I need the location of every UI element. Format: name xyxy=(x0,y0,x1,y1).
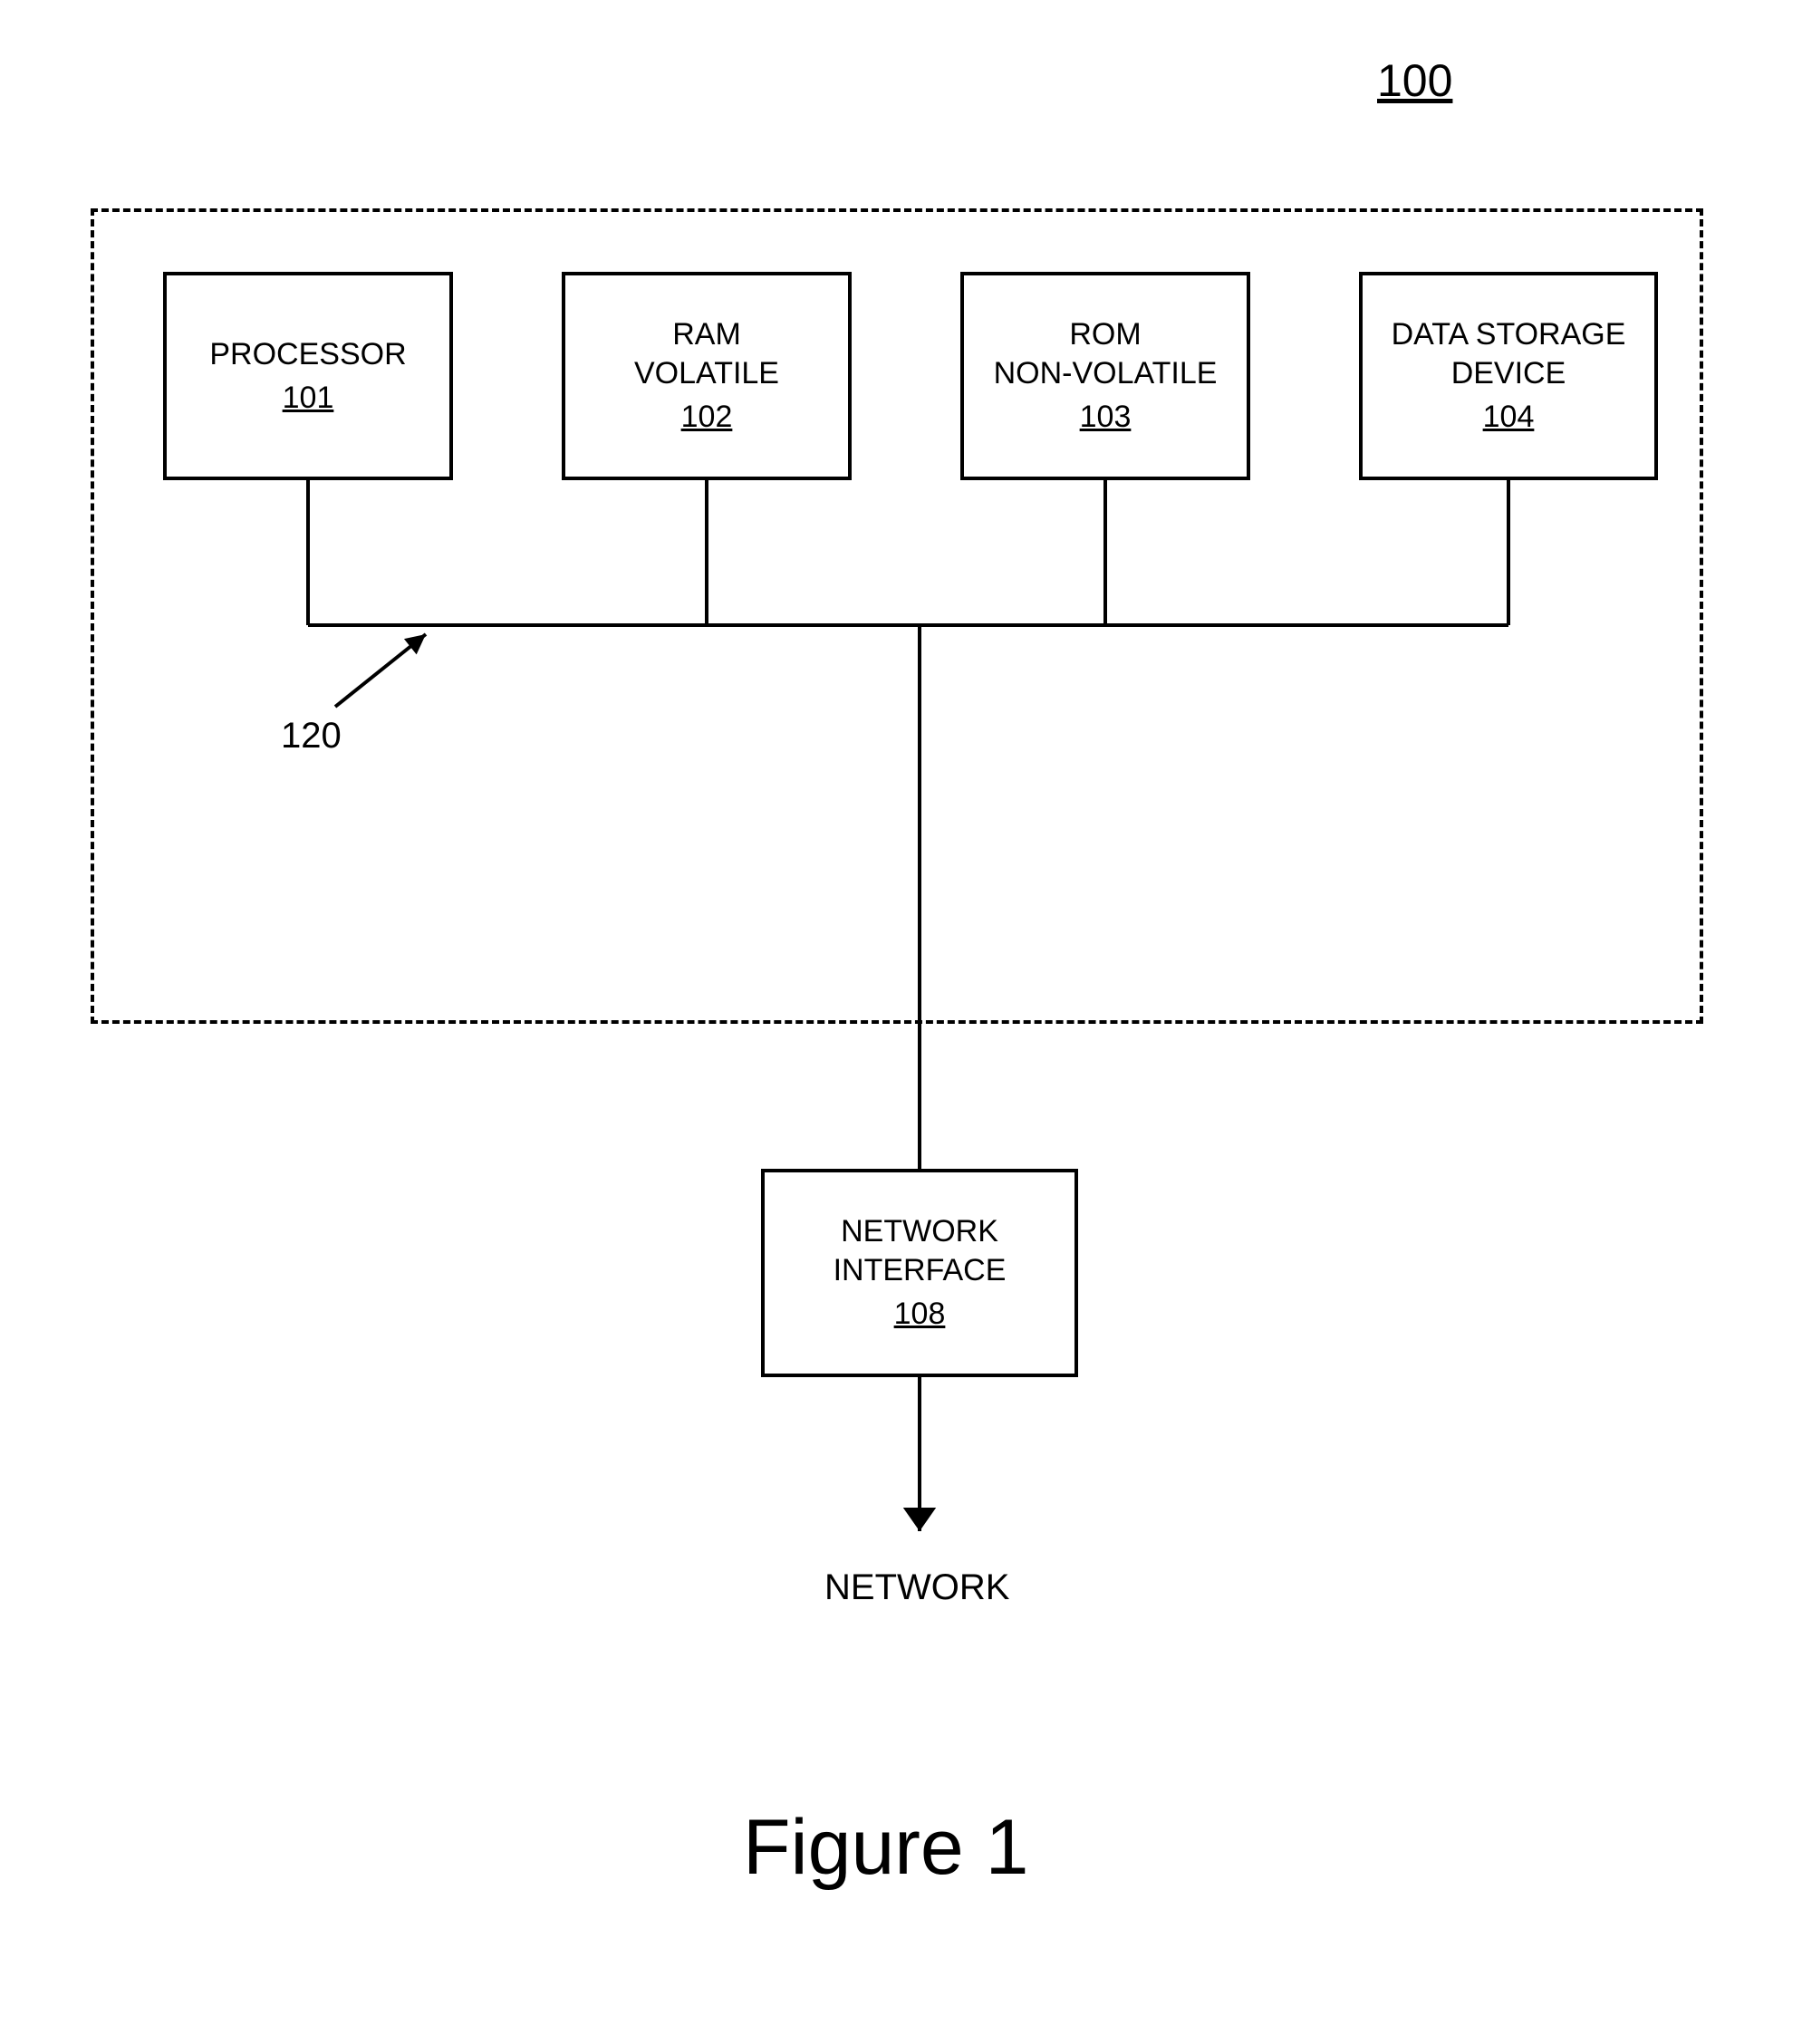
figure-caption: Figure 1 xyxy=(743,1803,1029,1893)
node-label: DEVICE xyxy=(1451,354,1566,393)
node-label: DATA STORAGE xyxy=(1392,315,1626,354)
node-label: NON-VOLATILE xyxy=(994,354,1218,393)
network-label: NETWORK xyxy=(824,1567,1009,1608)
node-storage: DATA STORAGEDEVICE 104 xyxy=(1359,272,1658,480)
node-reference-number: 102 xyxy=(681,398,733,437)
node-processor: PROCESSOR 101 xyxy=(163,272,453,480)
node-netif: NETWORKINTERFACE 108 xyxy=(761,1169,1078,1377)
system-reference-number: 100 xyxy=(1377,54,1452,107)
node-ram: RAMVOLATILE 102 xyxy=(562,272,852,480)
node-label: PROCESSOR xyxy=(209,335,406,374)
node-label: NETWORK xyxy=(841,1212,998,1251)
node-rom: ROMNON-VOLATILE 103 xyxy=(960,272,1250,480)
node-reference-number: 104 xyxy=(1483,398,1535,437)
node-label: VOLATILE xyxy=(634,354,779,393)
node-label: ROM xyxy=(1069,315,1141,354)
node-reference-number: 108 xyxy=(894,1295,946,1334)
node-reference-number: 101 xyxy=(283,379,334,418)
diagram-canvas: 100 PROCESSOR 101 RAMVOLATILE 102 ROMNON-VOLA… xyxy=(0,0,1802,2044)
bus-reference-number: 120 xyxy=(281,716,342,757)
node-label: INTERFACE xyxy=(834,1251,1007,1290)
node-reference-number: 103 xyxy=(1080,398,1132,437)
node-label: RAM xyxy=(672,315,741,354)
